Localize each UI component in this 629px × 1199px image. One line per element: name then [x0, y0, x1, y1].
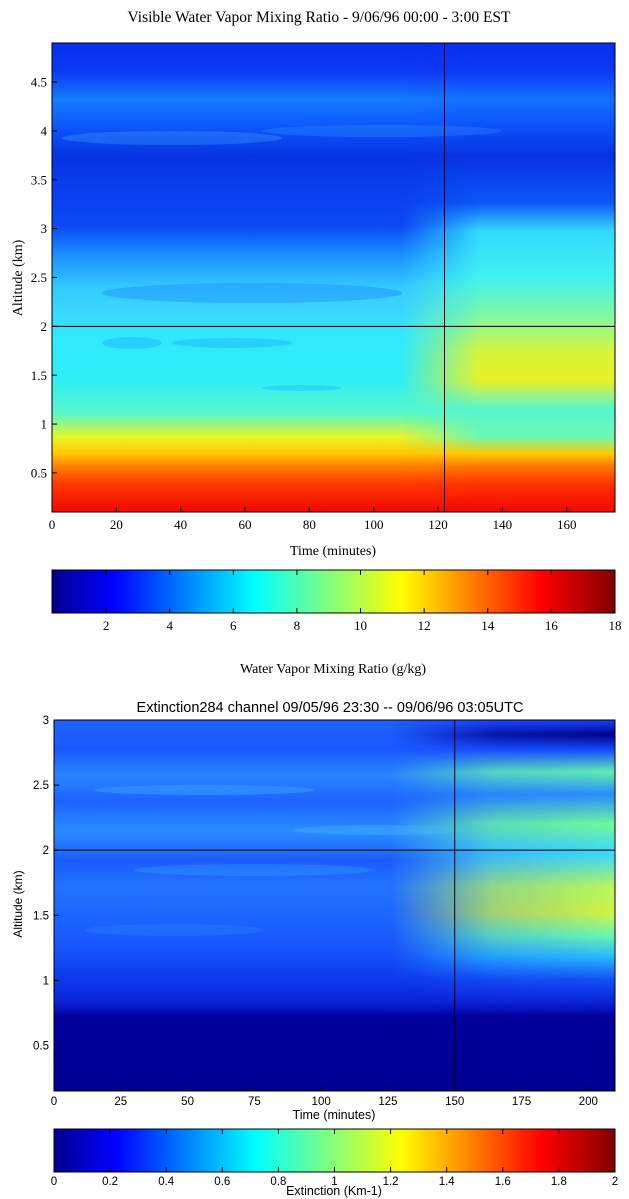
colorbar-tick-label: 1.6 — [495, 1176, 511, 1188]
colorbar-tick-label: 6 — [230, 618, 237, 633]
y-tick-label: 1 — [43, 975, 49, 987]
colorbar-tick-label: 0 — [51, 1176, 57, 1188]
x-tick-label: 150 — [445, 1096, 464, 1108]
wv-crosshair — [52, 43, 615, 512]
colorbar-tick-label: 14 — [481, 618, 495, 633]
colorbar-tick-label: 1.2 — [383, 1176, 399, 1188]
x-tick-label: 140 — [493, 517, 513, 532]
x-tick-label: 125 — [378, 1096, 397, 1108]
x-tick-label: 0 — [49, 517, 56, 532]
y-tick-label: 1.5 — [31, 368, 47, 383]
colorbar-tick-label: 1.8 — [551, 1176, 567, 1188]
x-tick-label: 80 — [303, 517, 316, 532]
y-tick-label: 3 — [41, 221, 48, 236]
wv-y-axis: 0.5 1 1.5 2 2.5 3 3.5 4 4.5 — [31, 75, 57, 480]
ext-heatmap — [53, 719, 616, 1092]
colorbar-tick-label: 8 — [294, 618, 301, 633]
colorbar-tick-label: 0.4 — [158, 1176, 175, 1188]
x-tick-label: 100 — [312, 1096, 331, 1108]
chart-water-vapor: Visible Water Vapor Mixing Ratio - 9/06/… — [11, 9, 622, 677]
wv-chart-title: Visible Water Vapor Mixing Ratio - 9/06/… — [128, 9, 512, 26]
x-tick-label: 25 — [114, 1096, 127, 1108]
y-tick-label: 3 — [43, 715, 49, 727]
colorbar-tick-label: 10 — [354, 618, 367, 633]
colorbar-tick-label: 0.2 — [102, 1176, 118, 1188]
y-tick-label: 0.5 — [33, 1040, 49, 1052]
colorbar-tick-label: 12 — [418, 618, 431, 633]
x-tick-label: 40 — [174, 517, 187, 532]
colorbar-tick-label: 2 — [103, 618, 110, 633]
x-tick-label: 160 — [557, 517, 577, 532]
y-tick-label: 3.5 — [31, 172, 47, 187]
x-tick-label: 20 — [110, 517, 123, 532]
ext-chart-title: Extinction284 channel 09/05/96 23:30 -- … — [137, 700, 524, 716]
ext-colorbar-label: Extinction (Km-1) — [286, 1184, 382, 1198]
colorbar-tick-label: 4 — [166, 618, 173, 633]
wv-colorbar: 2 4 6 8 10 12 14 16 18 — [51, 569, 622, 633]
wv-y-axis-label: Altitude (km) — [11, 239, 26, 316]
colorbar-tick-label: 18 — [609, 618, 622, 633]
y-tick-label: 2.5 — [31, 270, 47, 285]
colorbar-tick-label: 0.8 — [270, 1176, 286, 1188]
colorbar-tick-label: 0.6 — [214, 1176, 230, 1188]
x-tick-label: 200 — [579, 1096, 598, 1108]
colorbar-tick-label: 1.4 — [439, 1176, 456, 1188]
x-tick-label: 60 — [239, 517, 252, 532]
wv-heatmap — [51, 42, 616, 513]
y-tick-label: 2 — [41, 319, 48, 334]
ext-y-axis-label: Altitude (km) — [11, 870, 25, 937]
colorbar-tick-label: 2 — [612, 1176, 618, 1188]
wv-x-axis: 0 20 40 60 80 100 120 140 160 — [49, 507, 577, 532]
y-tick-label: 1 — [41, 417, 48, 432]
ext-crosshair — [54, 720, 615, 1091]
y-tick-label: 1.5 — [33, 910, 49, 922]
colorbar-tick-label: 1 — [331, 1176, 337, 1188]
y-tick-label: 4.5 — [31, 75, 47, 90]
x-tick-label: 175 — [512, 1096, 531, 1108]
y-tick-label: 0.5 — [31, 465, 47, 480]
x-tick-label: 75 — [248, 1096, 261, 1108]
y-tick-label: 2 — [43, 845, 49, 857]
x-tick-label: 120 — [428, 517, 448, 532]
x-tick-label: 50 — [181, 1096, 194, 1108]
ext-x-axis: 0 25 50 75 100 125 150 175 200 — [51, 1086, 598, 1108]
ext-x-axis-label: Time (minutes) — [293, 1108, 376, 1122]
chart-extinction: Extinction284 channel 09/05/96 23:30 -- … — [11, 700, 618, 1198]
colorbar-tick-label: 16 — [545, 618, 559, 633]
wv-colorbar-label: Water Vapor Mixing Ratio (g/kg) — [240, 662, 426, 677]
wv-x-axis-label: Time (minutes) — [290, 544, 377, 559]
y-tick-label: 2.5 — [33, 780, 49, 792]
x-tick-label: 100 — [364, 517, 384, 532]
ext-y-axis: 0.5 1 1.5 2 2.5 3 — [33, 715, 59, 1052]
x-tick-label: 0 — [51, 1096, 57, 1108]
y-tick-label: 4 — [41, 123, 48, 138]
ext-colorbar: 0 0.2 0.4 0.6 0.8 1 1.2 1.4 1.6 1.8 2 — [51, 1128, 618, 1188]
